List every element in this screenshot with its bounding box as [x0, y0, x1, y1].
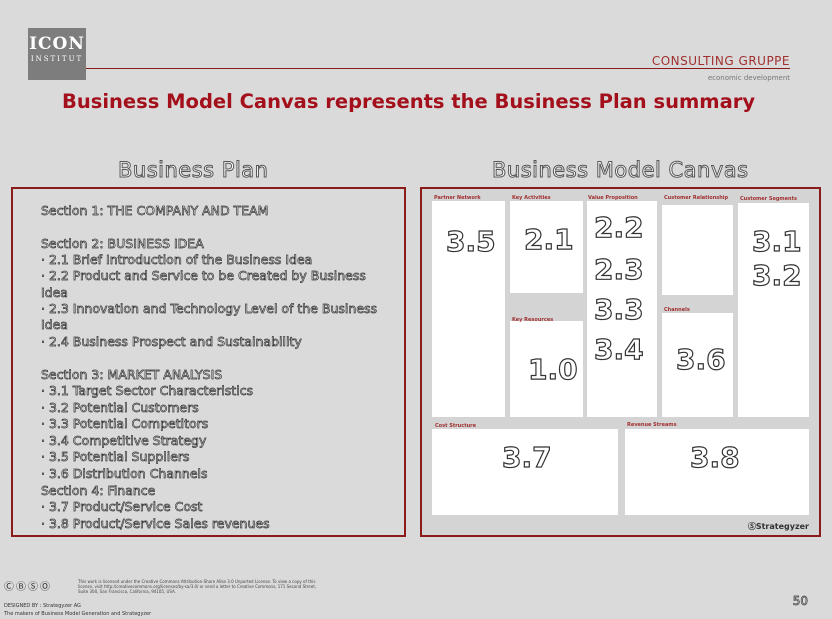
key-resources-cell — [510, 321, 583, 417]
bp-line: · 3.3 Potential Competitors — [41, 416, 209, 432]
channels-number: 3.6 — [675, 342, 726, 376]
strategyzer-logo: ⓈStrategyzer — [747, 522, 809, 531]
page-number: 50 — [792, 594, 808, 609]
cost-structure-cell — [432, 429, 618, 515]
bp-line: Section 3: MARKET ANALYSIS — [41, 367, 223, 383]
value-proposition-cell — [587, 201, 657, 417]
business-plan-box: Section 1: THE COMPANY AND TEAM Section … — [11, 187, 406, 537]
key-resources-number: 1.0 — [527, 352, 578, 386]
license-text: This work is licensed under the Creative… — [78, 579, 317, 594]
icon-institut-logo: ICON INSTITUT — [28, 28, 86, 80]
slide-title: Business Model Canvas represents the Bus… — [62, 90, 756, 113]
bp-line: Section 1: THE COMPANY AND TEAM — [41, 203, 269, 219]
customer-segments-label: Customer Segments — [740, 196, 797, 202]
revenue-streams-cell — [625, 429, 809, 515]
customer-segments-number: 3.2 — [751, 258, 802, 292]
bp-line: · 3.4 Competitive Strategy — [41, 433, 207, 449]
makers-text: The makers of Business Model Generation … — [4, 611, 152, 617]
creative-commons-icons: ⒸⒷⓈⓄ — [4, 582, 52, 593]
bp-line: Idea — [41, 285, 69, 301]
value-proposition-number: 3.4 — [593, 332, 644, 366]
customer-segments-number: 3.1 — [751, 224, 802, 258]
bp-line: · 2.3 Innovation and Technology Level of… — [41, 301, 378, 317]
bp-line: · 3.6 Distribution Channels — [41, 466, 208, 482]
brand-subtitle: economic development — [707, 74, 790, 82]
designed-by: DESIGNED BY : Strategyzer AG — [4, 603, 81, 609]
logo-sub-text: INSTITUT — [30, 55, 84, 63]
key-activities-number: 2.1 — [523, 222, 574, 256]
brand-name: CONSULTING GRUPPE — [651, 54, 790, 68]
value-proposition-number: 2.2 — [593, 210, 644, 244]
channels-cell — [662, 313, 733, 417]
bp-line: · 3.7 Product/Service Cost — [41, 499, 203, 515]
customer-relationship-cell — [662, 205, 733, 295]
bp-line: · 2.4 Business Prospect and Sustainabili… — [41, 334, 302, 350]
bp-line: Idea — [41, 317, 69, 333]
header-rule — [86, 68, 790, 69]
bp-line: · 2.2 Product and Service to be Created … — [41, 268, 367, 284]
revenue-streams-label: Revenue Streams — [627, 422, 677, 428]
key-activities-label: Key Activities — [512, 195, 551, 201]
bp-line: · 3.8 Product/Service Sales revenues — [41, 516, 270, 532]
partner-network-number: 3.5 — [445, 224, 496, 258]
key-resources-label: Key Resources — [512, 317, 554, 323]
business-plan-heading: Business Plan — [117, 158, 269, 183]
bp-line: · 3.1 Target Sector Characteristics — [41, 383, 254, 399]
customer-segments-cell — [738, 203, 809, 417]
canvas-heading: Business Model Canvas — [492, 158, 749, 183]
bp-line: Section 4: Finance — [41, 483, 156, 499]
customer-relationship-label: Customer Relationship — [664, 195, 729, 201]
bp-line: Section 2: BUSINESS IDEA — [41, 236, 204, 252]
cost-structure-label: Cost Structure — [435, 423, 476, 429]
business-model-canvas: Partner Network 3.5 Key Activities 2.1 K… — [420, 187, 821, 537]
partner-network-label: Partner Network — [434, 195, 481, 201]
channels-label: Channels — [664, 307, 690, 313]
bp-line: · 3.5 Potential Suppliers — [41, 449, 190, 465]
bp-line: · 2.1 Brief Introduction of the Business… — [41, 252, 313, 268]
cost-structure-number: 3.7 — [501, 440, 552, 474]
key-activities-cell — [510, 201, 583, 293]
value-proposition-label: Value Proposition — [588, 195, 638, 201]
logo-main-text: ICON — [29, 34, 85, 54]
value-proposition-number: 2.3 — [593, 252, 644, 286]
value-proposition-number: 3.3 — [593, 292, 644, 326]
revenue-streams-number: 3.8 — [689, 440, 740, 474]
bp-line: · 3.2 Potential Customers — [41, 400, 199, 416]
partner-network-cell — [432, 201, 505, 417]
